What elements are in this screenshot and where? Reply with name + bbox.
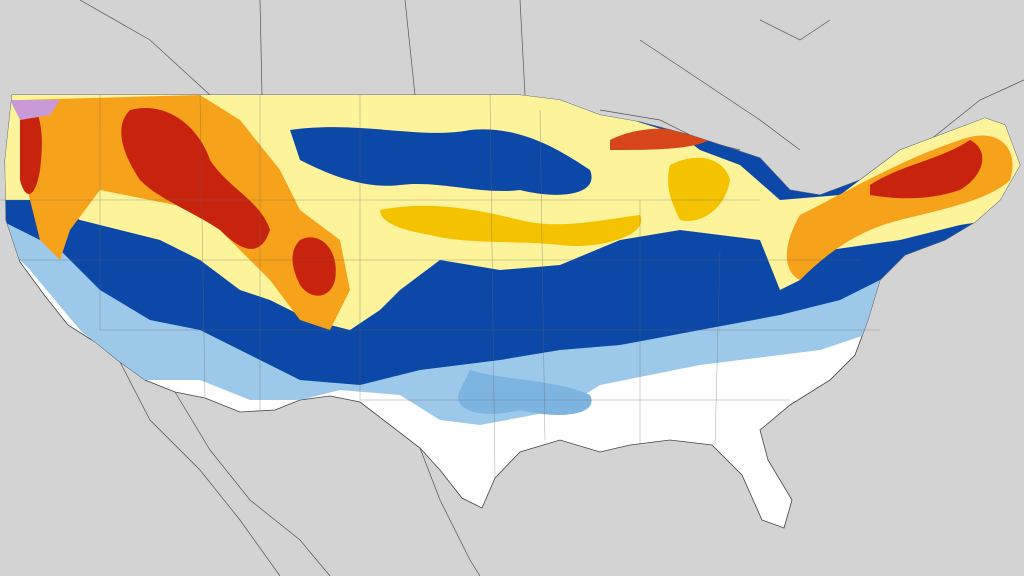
orange-mountains — [20, 95, 350, 330]
red-superior — [610, 128, 710, 150]
red-mountains — [121, 108, 270, 249]
red-northeast — [870, 140, 983, 199]
red-colorado — [292, 237, 336, 296]
state-lines — [0, 94, 880, 479]
light-blue-patch — [458, 370, 592, 415]
purple-peaks — [10, 100, 60, 120]
gold-michigan — [668, 157, 730, 221]
red-cascades — [20, 100, 42, 194]
gold-patch — [380, 205, 642, 246]
blue-patch-north — [290, 127, 592, 195]
